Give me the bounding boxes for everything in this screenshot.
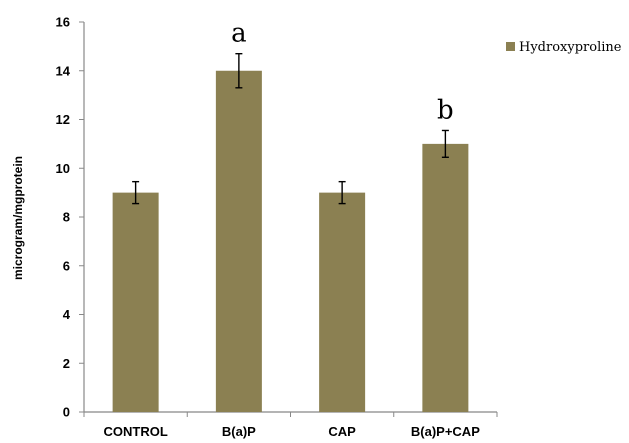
error-bars	[132, 52, 449, 205]
x-tick-label: CAP	[328, 424, 356, 439]
y-axis-label: microgram/mgprotein	[11, 156, 25, 280]
bar	[319, 192, 366, 412]
y-tick-label: 6	[63, 258, 70, 273]
significance-label: a	[231, 19, 247, 49]
significance-label: b	[437, 95, 454, 125]
annotations: ab	[231, 19, 454, 126]
y-tick-label: 12	[56, 112, 70, 127]
bar	[215, 70, 262, 412]
bar	[112, 192, 159, 412]
y-tick-label: 16	[56, 15, 70, 30]
y-tick-label: 0	[63, 405, 70, 420]
legend-swatch	[506, 42, 515, 51]
y-tick-label: 10	[56, 161, 70, 176]
y-tick-label: 2	[63, 356, 70, 371]
x-tick-label: B(a)P+CAP	[411, 424, 480, 439]
bar	[422, 143, 469, 412]
y-tick-label: 14	[56, 63, 71, 78]
x-tick-label: B(a)P	[222, 424, 256, 439]
bars	[112, 70, 469, 412]
legend: Hydroxyproline	[506, 40, 622, 55]
x-tick-label: CONTROL	[103, 424, 167, 439]
y-tick-label: 8	[63, 210, 70, 225]
y-ticks: 0 2 4 6 8 10 12 14 16	[56, 15, 84, 420]
legend-label: Hydroxyproline	[519, 40, 622, 55]
y-tick-label: 4	[63, 307, 71, 322]
x-ticks: CONTROL B(a)P CAP B(a)P+CAP	[103, 424, 480, 439]
